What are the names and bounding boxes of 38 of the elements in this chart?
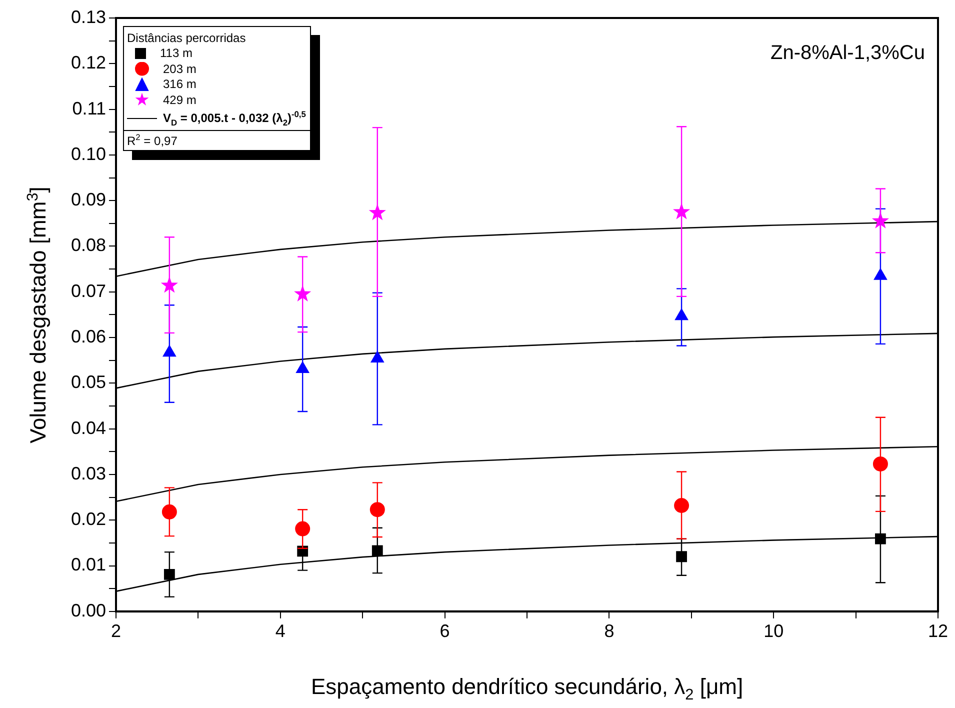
point	[372, 545, 383, 556]
x-tick-label: 6	[440, 621, 450, 642]
x-tick-label: 4	[275, 621, 286, 642]
y-tick-label: 0.11	[72, 98, 106, 118]
legend-title: Distâncias percorridas	[127, 30, 246, 45]
point	[875, 533, 886, 544]
y-tick-label: 0.08	[70, 235, 106, 256]
y-tick-label: 0.12	[70, 52, 106, 73]
point	[162, 504, 177, 520]
point	[370, 502, 385, 518]
point	[164, 568, 175, 580]
point	[295, 521, 310, 536]
annotation: R$^{2}$ = 0,97	[127, 132, 178, 148]
point	[872, 456, 888, 472]
y-tick-label: 0.02	[70, 509, 106, 530]
y-tick-label: 0.00	[70, 600, 106, 620]
legend-label: 429 m	[163, 92, 196, 107]
x-tick-label: 8	[604, 621, 614, 642]
legend-label: V$_{D}$ = 0,005.t - 0,032 (λ$_{2}$)$^{-0,5}$	[163, 109, 306, 128]
y-tick-label: 0.04	[70, 418, 106, 438]
y-tick-label: 0.05	[70, 372, 106, 392]
point	[674, 498, 690, 513]
legend-label: 113 m	[160, 46, 192, 60]
x-tick-label: 12	[928, 621, 948, 642]
y-tick-label: 0.09	[70, 190, 106, 210]
annotation: Zn-8%Al-1,3%Cu	[770, 42, 925, 65]
y-tick-label: 0.07	[70, 280, 106, 301]
x-tick-label: 2	[110, 621, 122, 642]
y-tick-label: 0.06	[70, 326, 106, 346]
legend-label: 203 m	[163, 62, 196, 76]
legend-label: 316 m	[163, 77, 196, 92]
y-tick-label: 0.03	[70, 463, 106, 484]
x-axis-title: Espaçamento dendrítico secundário, λ$_{2}$ [μm]	[310, 674, 744, 704]
y-tick-label: 0.01	[70, 554, 106, 575]
y-tick-label: 0.13	[70, 6, 106, 27]
x-tick-label: 10	[764, 621, 784, 642]
point	[676, 551, 687, 562]
y-tick-label: 0.10	[70, 144, 106, 164]
